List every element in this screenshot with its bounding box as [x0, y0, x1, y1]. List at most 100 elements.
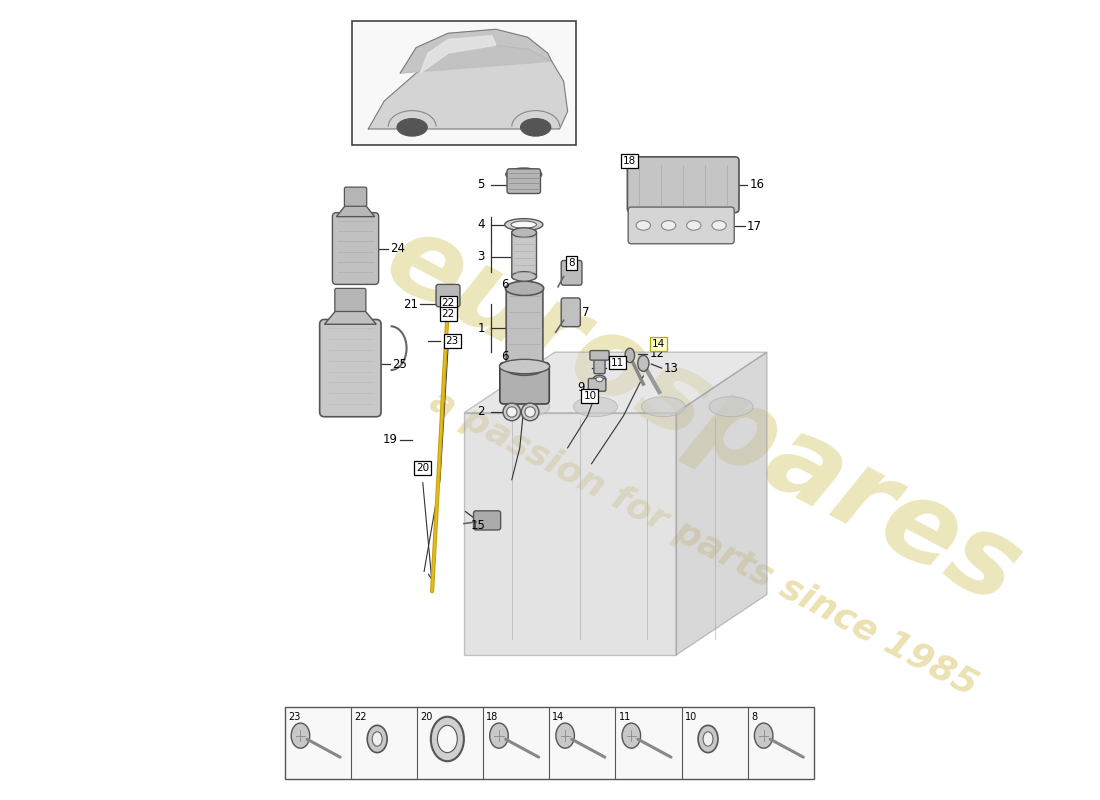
- FancyBboxPatch shape: [628, 207, 734, 244]
- Text: 9: 9: [578, 381, 585, 394]
- Bar: [352, 22, 575, 145]
- Ellipse shape: [372, 732, 382, 746]
- Text: 25: 25: [393, 358, 407, 370]
- Text: 24: 24: [390, 242, 406, 255]
- Ellipse shape: [367, 726, 387, 753]
- Text: 14: 14: [652, 339, 666, 349]
- Text: 19: 19: [383, 434, 398, 446]
- FancyBboxPatch shape: [473, 511, 500, 530]
- Text: 8: 8: [569, 258, 575, 268]
- Text: 1: 1: [477, 322, 485, 334]
- Polygon shape: [337, 205, 375, 217]
- FancyBboxPatch shape: [512, 230, 537, 279]
- Ellipse shape: [641, 397, 685, 417]
- Ellipse shape: [505, 361, 543, 375]
- Bar: [285, 707, 814, 778]
- Text: a passion for parts since 1985: a passion for parts since 1985: [424, 384, 982, 703]
- Ellipse shape: [712, 221, 726, 230]
- Text: 16: 16: [749, 178, 764, 191]
- Ellipse shape: [661, 221, 675, 230]
- Ellipse shape: [506, 397, 550, 417]
- Text: 10: 10: [685, 712, 697, 722]
- Text: 22: 22: [441, 309, 454, 319]
- Text: 6: 6: [502, 350, 508, 362]
- Ellipse shape: [703, 732, 713, 746]
- Ellipse shape: [755, 723, 773, 748]
- FancyBboxPatch shape: [499, 362, 549, 404]
- FancyBboxPatch shape: [561, 298, 581, 326]
- Polygon shape: [464, 352, 767, 413]
- Ellipse shape: [686, 221, 701, 230]
- Ellipse shape: [521, 403, 539, 421]
- Ellipse shape: [507, 406, 517, 417]
- Ellipse shape: [505, 282, 543, 295]
- Text: 7: 7: [582, 306, 590, 319]
- Text: 22: 22: [441, 298, 454, 308]
- Text: 5: 5: [477, 178, 485, 191]
- Polygon shape: [324, 310, 376, 324]
- FancyBboxPatch shape: [332, 213, 378, 285]
- FancyBboxPatch shape: [507, 169, 540, 194]
- Text: 11: 11: [612, 358, 625, 367]
- Text: 14: 14: [552, 712, 564, 722]
- Polygon shape: [368, 46, 568, 129]
- Text: 22: 22: [354, 712, 366, 722]
- Ellipse shape: [397, 118, 427, 136]
- FancyBboxPatch shape: [561, 261, 582, 286]
- Text: 23: 23: [288, 712, 300, 722]
- Text: 6: 6: [502, 278, 508, 291]
- Text: 20: 20: [416, 462, 429, 473]
- Ellipse shape: [512, 228, 537, 238]
- FancyBboxPatch shape: [334, 288, 366, 311]
- Ellipse shape: [438, 726, 458, 753]
- Text: 21: 21: [403, 298, 418, 311]
- Text: 12: 12: [650, 347, 664, 360]
- Text: 8: 8: [751, 712, 757, 722]
- Ellipse shape: [503, 403, 520, 421]
- Text: 20: 20: [420, 712, 432, 722]
- Polygon shape: [464, 413, 676, 655]
- Ellipse shape: [506, 168, 541, 181]
- FancyBboxPatch shape: [436, 285, 460, 306]
- Ellipse shape: [512, 221, 537, 228]
- Ellipse shape: [636, 221, 650, 230]
- Ellipse shape: [505, 218, 543, 230]
- FancyBboxPatch shape: [627, 157, 739, 213]
- Text: 15: 15: [471, 519, 486, 533]
- Text: 4: 4: [477, 218, 485, 231]
- Text: 2: 2: [477, 406, 485, 418]
- Ellipse shape: [292, 723, 310, 748]
- Text: 10: 10: [583, 391, 596, 401]
- Ellipse shape: [710, 397, 754, 417]
- FancyBboxPatch shape: [594, 353, 605, 374]
- Text: 23: 23: [446, 336, 459, 346]
- FancyBboxPatch shape: [590, 350, 609, 360]
- FancyBboxPatch shape: [588, 378, 606, 391]
- FancyBboxPatch shape: [344, 187, 366, 206]
- FancyBboxPatch shape: [506, 286, 543, 371]
- Polygon shape: [420, 36, 496, 73]
- Ellipse shape: [490, 723, 508, 748]
- Polygon shape: [676, 352, 767, 655]
- Ellipse shape: [431, 717, 464, 762]
- Text: 11: 11: [618, 712, 631, 722]
- Ellipse shape: [573, 397, 617, 417]
- Ellipse shape: [593, 375, 606, 383]
- Ellipse shape: [520, 118, 551, 136]
- Ellipse shape: [512, 272, 537, 282]
- FancyBboxPatch shape: [320, 319, 381, 417]
- Text: 13: 13: [664, 362, 679, 374]
- Text: 18: 18: [486, 712, 498, 722]
- Ellipse shape: [638, 355, 649, 371]
- Text: 17: 17: [747, 220, 762, 233]
- Text: 18: 18: [624, 156, 637, 166]
- Ellipse shape: [623, 723, 640, 748]
- Polygon shape: [400, 30, 552, 73]
- Ellipse shape: [525, 406, 536, 417]
- Text: eurospares: eurospares: [367, 204, 1038, 628]
- Text: 3: 3: [477, 250, 485, 263]
- Ellipse shape: [625, 348, 635, 362]
- Ellipse shape: [556, 723, 574, 748]
- Ellipse shape: [499, 359, 550, 374]
- Ellipse shape: [596, 377, 603, 382]
